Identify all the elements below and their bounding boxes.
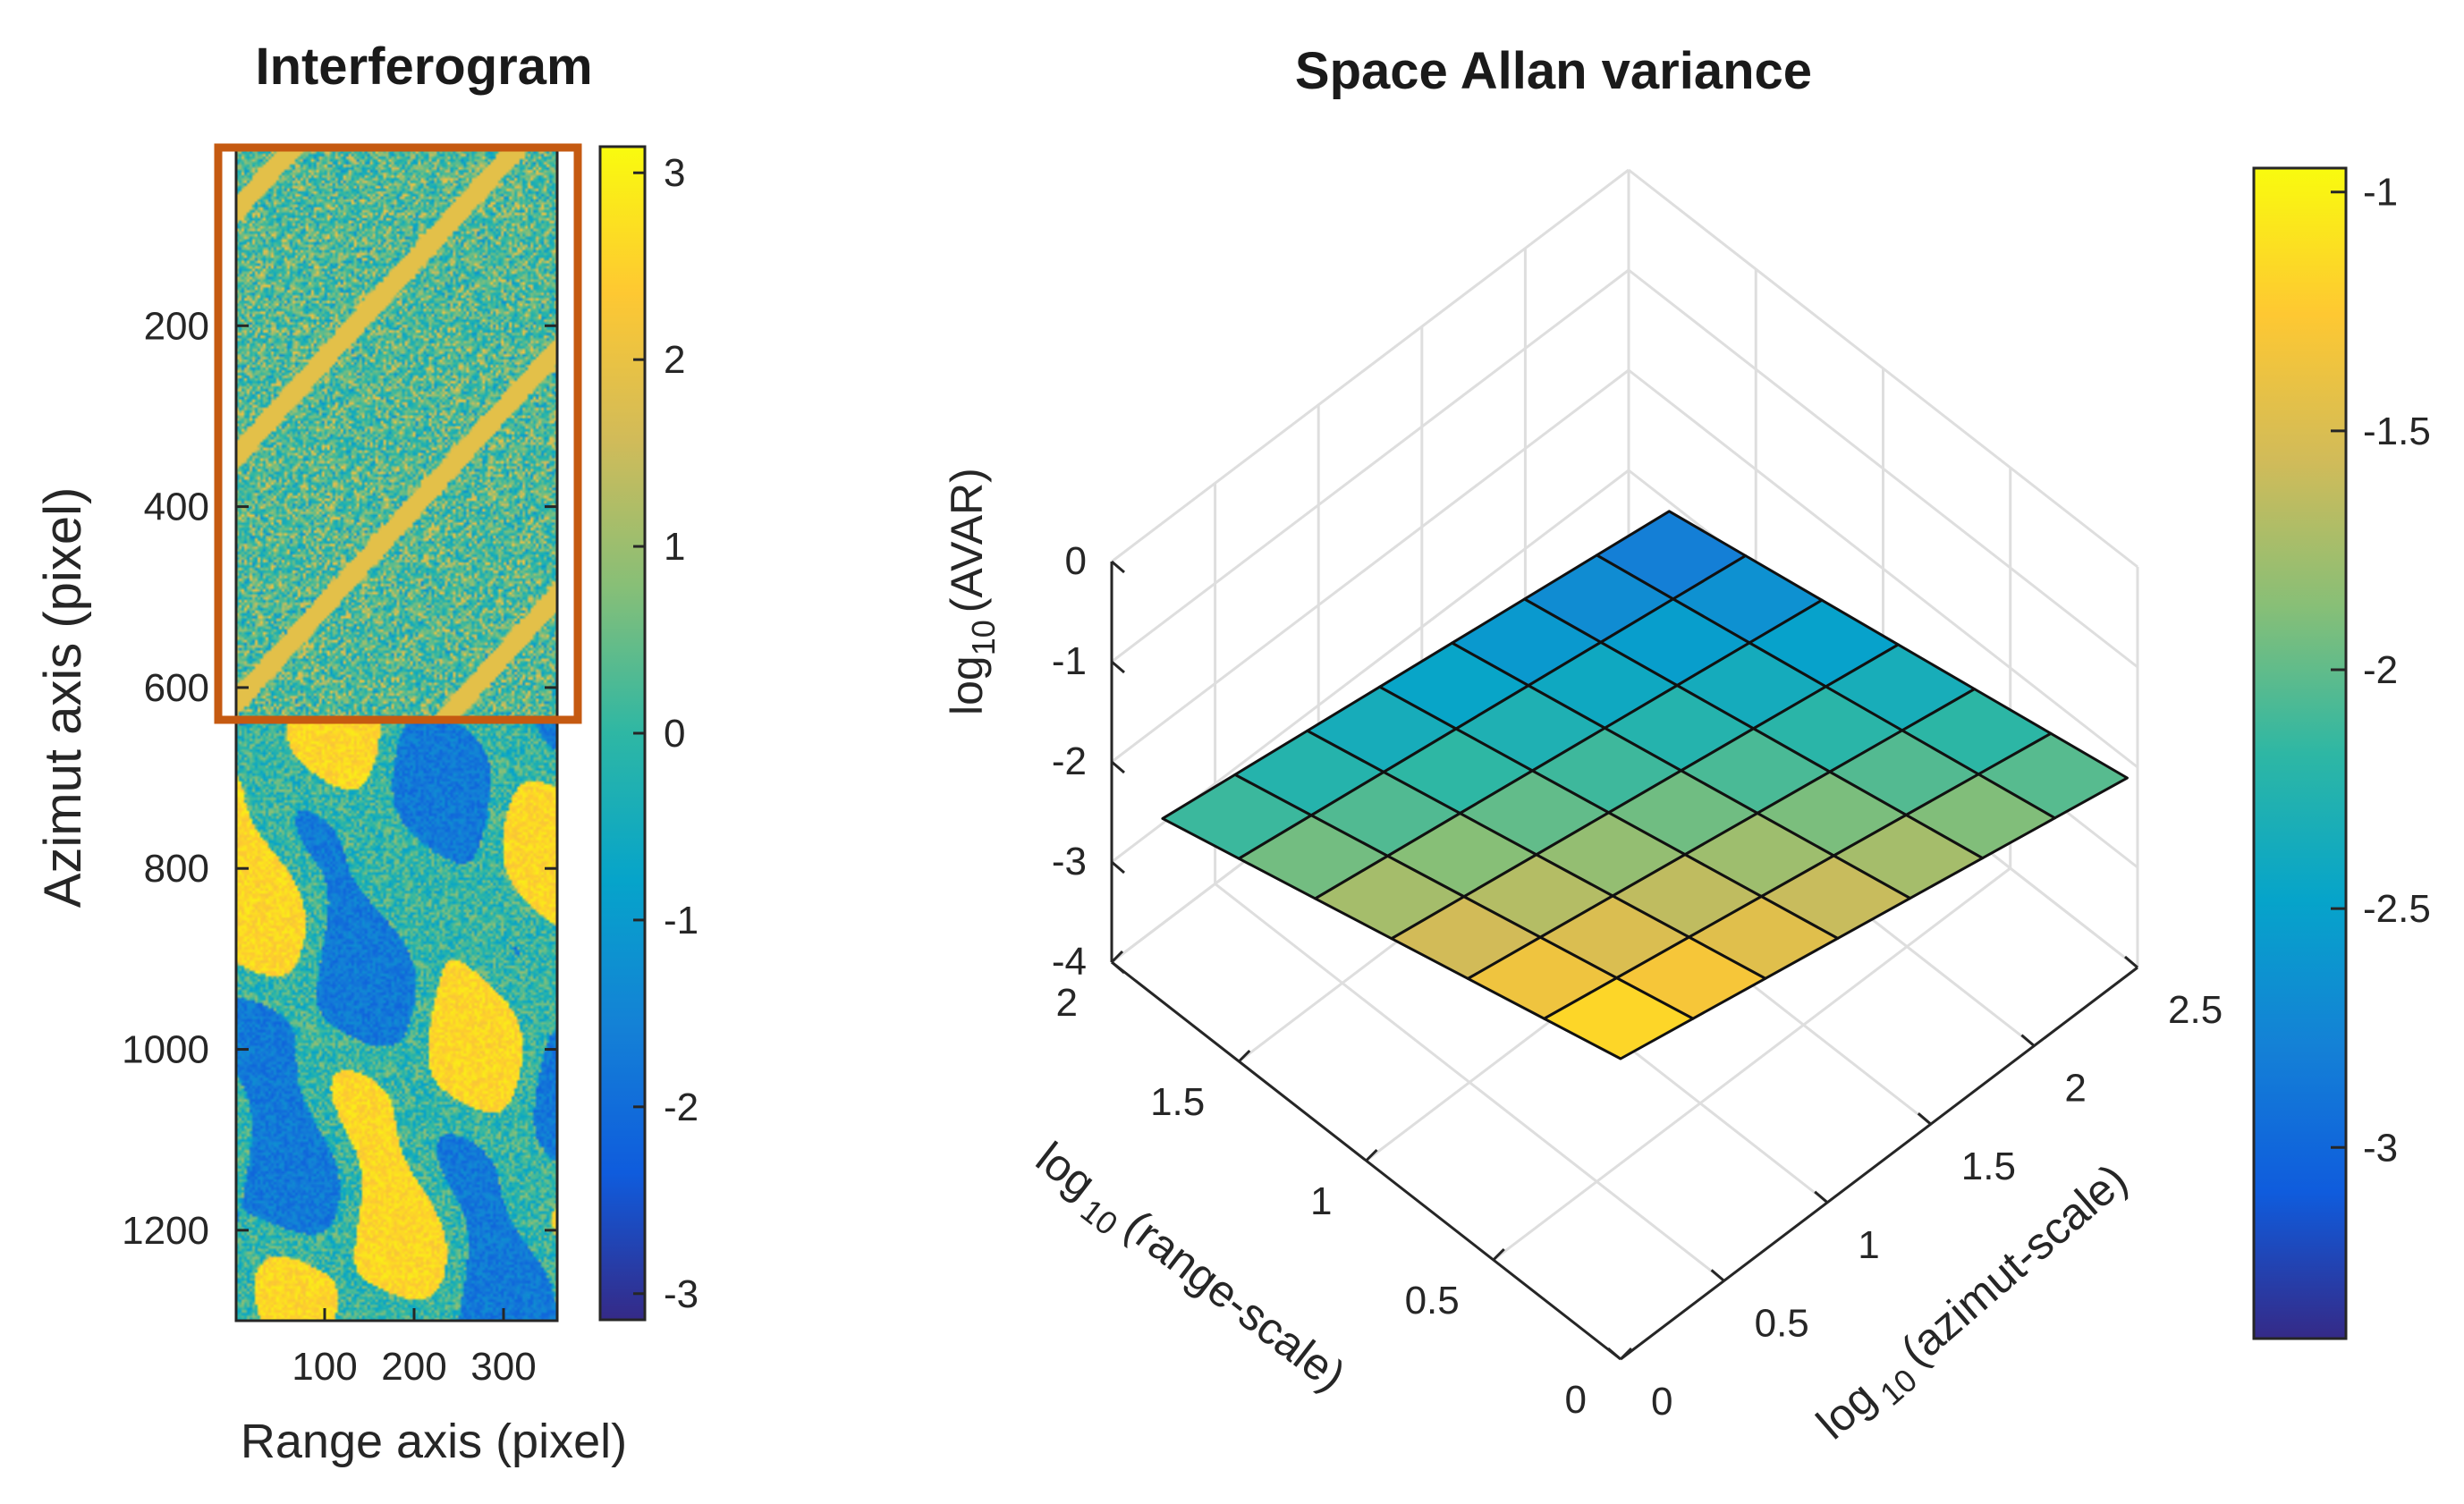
allan-zlabel: log10 (AVAR) — [942, 468, 1002, 715]
interferogram-xlabel: Range axis (pixel) — [241, 1415, 627, 1468]
grid-line — [1111, 168, 1630, 563]
z-tick-mark — [1111, 560, 1125, 574]
x-tick-mark — [1365, 1148, 1378, 1162]
x-tick-label: 1.5 — [1150, 1080, 1205, 1124]
allan-ylabel: log10(azimut-scale) — [1808, 1154, 2143, 1457]
grid-line — [1214, 883, 1725, 1282]
allan-zlabel-sub: 10 — [965, 620, 1002, 655]
x-tick-label: 200 — [381, 1345, 446, 1389]
y-tick-label: 200 — [144, 304, 209, 348]
colorbar-tick-label: 3 — [664, 151, 685, 195]
y-tick-label: 600 — [144, 666, 209, 710]
allan-zlabel-rest: (AVAR) — [942, 468, 992, 613]
y-tick-label: 1 — [1858, 1223, 1879, 1267]
y-tick-label: 1000 — [122, 1028, 209, 1072]
y-tick-label: 400 — [144, 486, 209, 529]
y-tick-label: 0 — [1651, 1380, 1672, 1424]
x-tick-label: 2 — [1056, 981, 1078, 1025]
colorbar-tick-label: -3 — [2363, 1126, 2398, 1170]
grid-line — [1628, 168, 2138, 569]
x-tick-label: 0 — [1565, 1378, 1587, 1422]
colorbar-tick-label: -1 — [664, 899, 699, 942]
allan-title: Space Allan variance — [1295, 42, 1812, 100]
x-tick-mark — [1619, 1347, 1633, 1361]
z-tick-mark — [1111, 760, 1125, 774]
interferogram-title: Interferogram — [255, 38, 592, 96]
surface-patch — [1543, 976, 1695, 1060]
x-tick-mark — [1492, 1247, 1505, 1262]
z-tick-mark — [1111, 860, 1125, 875]
x-tick-label: 1 — [1310, 1179, 1332, 1223]
colorbar-tick-label: -2.5 — [2363, 887, 2431, 931]
x-tick-mark — [1238, 1049, 1251, 1063]
allan-colorbar-ticks: -1 -1.5 -2 -2.5 -3 — [2331, 171, 2431, 1170]
y-tick-mark — [1710, 1269, 1725, 1282]
svg-text:log10(AVAR): log10 (AVAR) — [942, 468, 1002, 715]
y-tick-label: 1.5 — [1961, 1145, 2016, 1188]
selection-box — [214, 143, 582, 724]
y-axis-line — [1620, 966, 2138, 1361]
interferogram-phase-raster — [236, 146, 557, 1321]
y-tick-label: 0.5 — [1755, 1301, 1809, 1345]
z-tick-label: -4 — [1052, 940, 1087, 984]
svg-text:log10(range-scale): log10(range-scale) — [1021, 1132, 1355, 1408]
grid-line — [1628, 368, 2138, 769]
y-tick-mark — [2020, 1034, 2036, 1047]
grid-line — [1111, 368, 1630, 764]
y-tick-mark — [1607, 1347, 1621, 1361]
allan-zlabel-main: log — [942, 655, 992, 715]
colorbar-tick-label: 0 — [664, 712, 685, 756]
grid-line — [1492, 866, 2011, 1262]
y-tick-mark — [1814, 1190, 1829, 1204]
colorbar-tick-label: -1 — [2363, 171, 2398, 215]
allan-variance-panel: Space Allan variance 0-1-2-3-400.511.520… — [942, 42, 2431, 1457]
z-tick-label: 0 — [1065, 539, 1087, 583]
z-tick-mark — [1111, 660, 1125, 674]
colorbar-tick-label: -1.5 — [2363, 410, 2431, 453]
allan-xlabel-sub: 10 — [1074, 1192, 1125, 1243]
colorbar-tick-label: -2 — [664, 1086, 699, 1129]
allan-xlabel: log10(range-scale) — [1021, 1132, 1355, 1408]
z-tick-label: -1 — [1052, 639, 1087, 683]
grid-line — [1628, 268, 2138, 669]
allan-surface — [1161, 510, 2129, 1060]
y-tick-label: 800 — [144, 847, 209, 891]
interferogram-colorbar-ticks: 3 2 1 0 -1 -2 -3 — [633, 151, 699, 1316]
y-tick-mark — [2124, 955, 2138, 969]
y-tick-mark — [1917, 1112, 1932, 1126]
colorbar-tick-label: 2 — [664, 338, 685, 382]
colorbar-tick-label: -2 — [2363, 648, 2398, 692]
interferogram-y-ticks: 200 400 600 800 1000 1200 — [122, 304, 557, 1253]
colorbar-tick-label: -3 — [664, 1272, 699, 1316]
x-tick-label: 0.5 — [1405, 1279, 1460, 1322]
y-tick-label: 1200 — [122, 1209, 209, 1253]
grid-line — [1111, 268, 1630, 663]
x-tick-label: 300 — [470, 1345, 536, 1389]
y-tick-label: 2.5 — [2168, 988, 2223, 1032]
allan-colorbar — [2252, 166, 2348, 1340]
interferogram-image — [236, 146, 557, 1321]
z-tick-label: -2 — [1052, 739, 1087, 783]
z-tick-label: -3 — [1052, 840, 1087, 883]
x-tick-mark — [1110, 950, 1124, 964]
x-tick-label: 100 — [292, 1345, 357, 1389]
allan-xlabel-rest: (range-scale) — [1115, 1200, 1355, 1400]
interferogram-x-ticks: 100 200 300 — [292, 1308, 537, 1389]
interferogram-ylabel: Azimut axis (pixel) — [34, 487, 92, 908]
colorbar-tick-label: 1 — [664, 525, 685, 569]
y-tick-label: 2 — [2064, 1067, 2086, 1111]
allan-ticks: 0 -1 -2 -3 -4 0 0.5 1 1.5 2 0 0.5 1 1.5 2 2.5 — [1052, 539, 2223, 1424]
z-tick-mark — [1111, 960, 1125, 975]
svg-text:log10(azimut-scale): log10(azimut-scale) — [1808, 1154, 2143, 1457]
